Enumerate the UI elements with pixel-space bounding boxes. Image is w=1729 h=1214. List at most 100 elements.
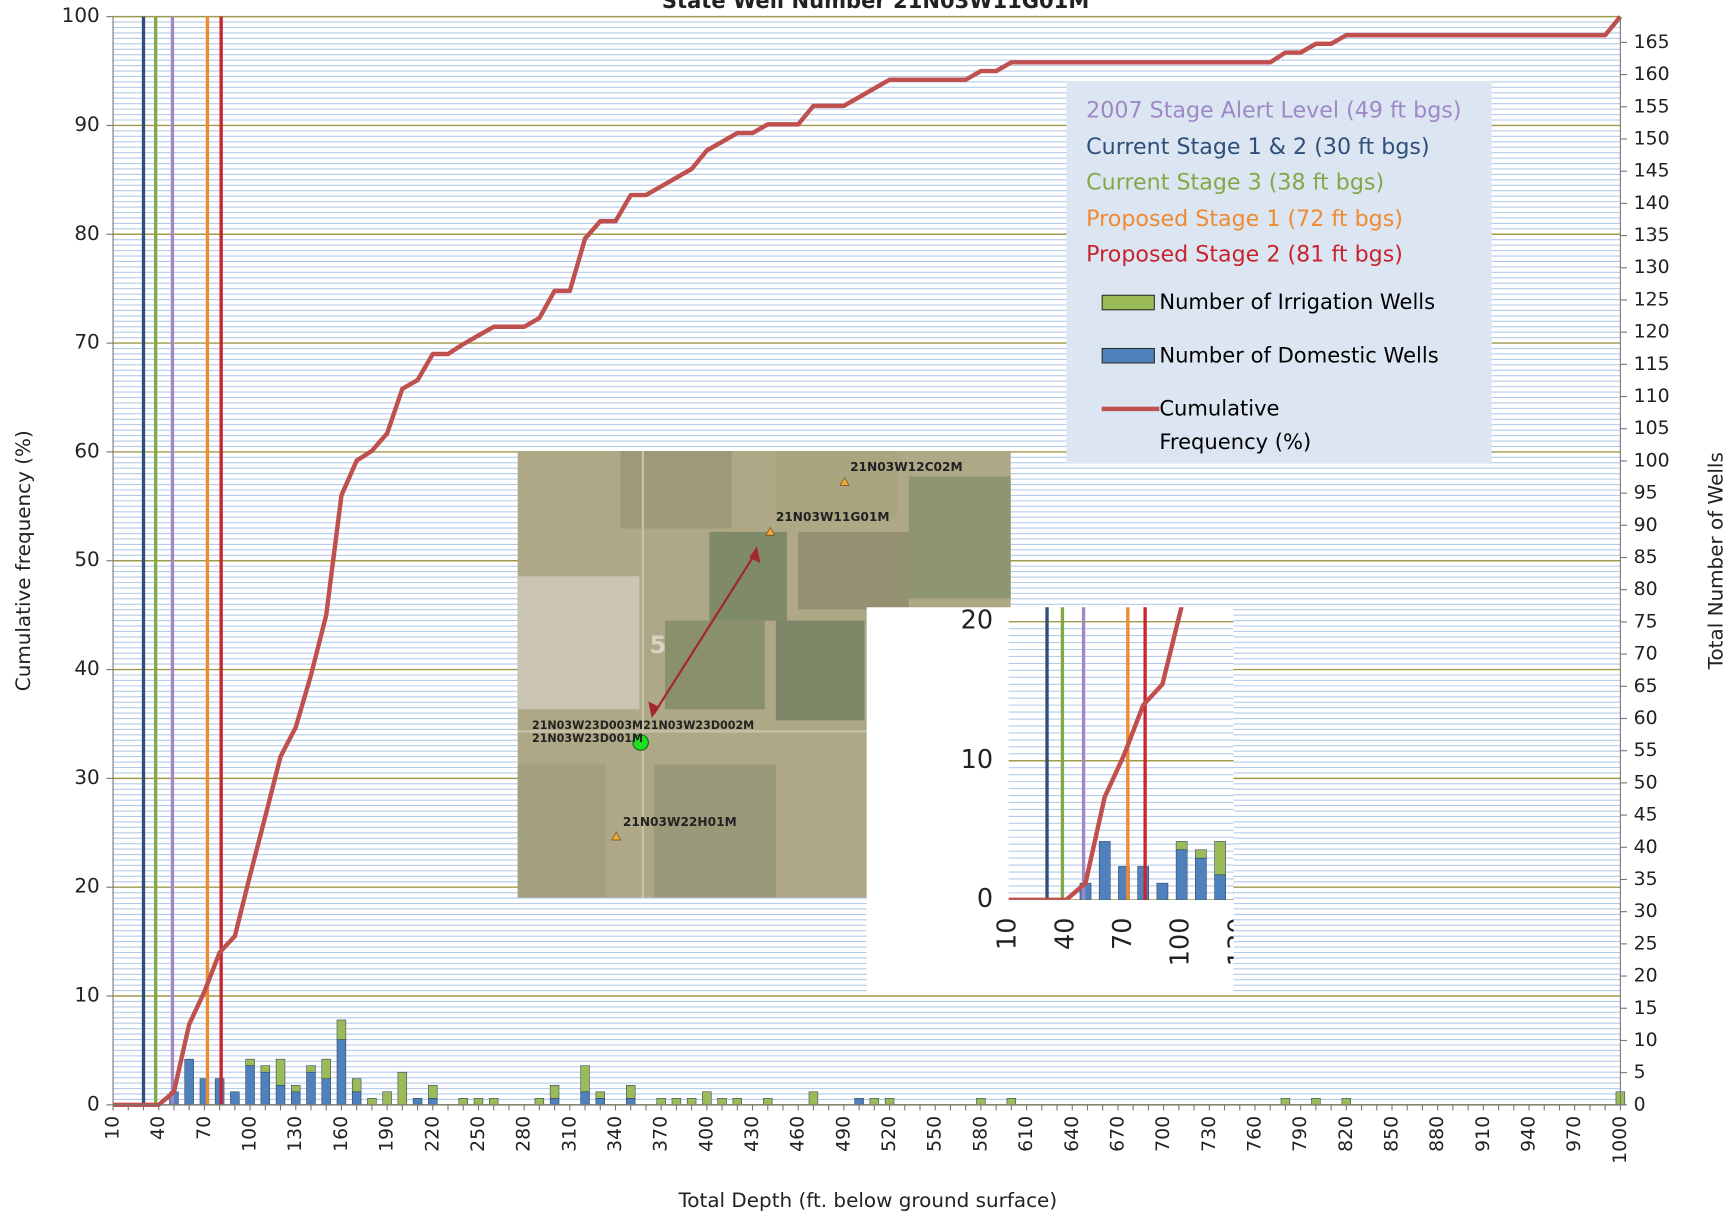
- inset-background: [866, 607, 1234, 992]
- y2-tick-label: 45: [1634, 805, 1658, 826]
- x-tick-label: 670: [1107, 1116, 1128, 1152]
- legend-item: Number of Domestic Wells: [1101, 339, 1492, 372]
- bar: [230, 1091, 240, 1106]
- x-tick-label: 100: [240, 1116, 261, 1152]
- bar: [1280, 1098, 1291, 1106]
- x-tick-label: 460: [788, 1116, 809, 1152]
- legend: 2007 Stage Alert Level (49 ft bgs) Curren…: [1066, 80, 1492, 464]
- x-tick-label: 340: [605, 1116, 626, 1152]
- well-marker: [765, 526, 776, 536]
- legend-swatch: [1101, 406, 1160, 411]
- y2-tick-label: 120: [1634, 322, 1670, 343]
- inset-y-tick-label: 20: [961, 606, 993, 636]
- inset-marks: [1008, 607, 1668, 900]
- bar: [245, 1065, 255, 1106]
- bar: [1311, 1098, 1321, 1106]
- y2-tick-label: 35: [1634, 869, 1658, 890]
- x-tick-label: 940: [1519, 1116, 1540, 1152]
- inset-x-labels: 10 40 70 100 130: [993, 918, 1234, 967]
- x-tick-label: 490: [833, 1116, 854, 1152]
- x-tick-label: 820: [1336, 1116, 1357, 1152]
- map-label: 21N03W11G01M: [776, 510, 890, 524]
- bar: [321, 1078, 331, 1106]
- bar: [1657, 875, 1668, 892]
- bar: [275, 1058, 286, 1086]
- y2-tick-label: 130: [1634, 257, 1670, 278]
- legend-label: Number of Irrigation Wells: [1159, 289, 1436, 315]
- bar: [1214, 841, 1226, 876]
- x-tick-label: 250: [468, 1116, 489, 1152]
- bar: [275, 1084, 286, 1106]
- legend-text: Proposed Stage 1 (72 ft bgs): [1086, 204, 1403, 232]
- y2-tick-label: 80: [1634, 579, 1658, 600]
- bar: [336, 1039, 347, 1106]
- x-tick-label: 610: [1016, 1116, 1037, 1152]
- x-tick-label: 760: [1244, 1116, 1265, 1152]
- y-tick-label: 0: [87, 1091, 100, 1115]
- bar: [1407, 875, 1418, 892]
- x-tick-label: 280: [514, 1116, 535, 1152]
- bar: [291, 1091, 301, 1106]
- marks: [113, 15, 1626, 1108]
- well-marker: [611, 831, 622, 841]
- map-field: [517, 576, 640, 710]
- map-label: 5: [649, 630, 666, 659]
- bar: [1599, 883, 1610, 900]
- bar: [1175, 849, 1188, 900]
- bar: [428, 1098, 438, 1106]
- bar: [1368, 858, 1379, 900]
- map-field: [620, 451, 732, 529]
- map-label: 21N03W22H01M: [623, 815, 737, 829]
- y2-tick-label: 85: [1634, 547, 1658, 568]
- map-field: [665, 620, 765, 710]
- y2-tick-label: 90: [1634, 515, 1658, 536]
- legend-box: 2007 Stage Alert Level (49 ft bgs) Curren…: [1066, 80, 1492, 464]
- x-tick-label: 430: [742, 1116, 763, 1152]
- y2-tick-label: 95: [1634, 483, 1658, 504]
- map-field: [798, 531, 909, 610]
- legend-text: 2007 Stage Alert Level (49 ft bgs): [1086, 96, 1462, 124]
- y2-tick-label: 15: [1634, 998, 1658, 1019]
- bar: [1253, 858, 1264, 900]
- legend-item: Cumulative Frequency (%): [1101, 392, 1492, 458]
- y2-tick-label: 150: [1634, 128, 1670, 149]
- y-tick-label: 80: [74, 221, 99, 245]
- x-tick-label: 640: [1062, 1116, 1083, 1152]
- legend-text: Proposed Stage 2 (81 ft bgs): [1086, 240, 1403, 268]
- bar: [1137, 866, 1150, 900]
- bar: [808, 1091, 819, 1106]
- inset-x-tick-label: 100: [1166, 918, 1196, 967]
- legend-label: Number of Domestic Wells: [1159, 342, 1439, 368]
- bar: [351, 1078, 362, 1093]
- y2-tick-label: 40: [1634, 837, 1658, 858]
- bar: [1175, 841, 1188, 851]
- y2-tick-label: 100: [1634, 450, 1670, 471]
- bar: [595, 1098, 605, 1106]
- x-tick-label: 880: [1427, 1116, 1448, 1152]
- bar: [1253, 850, 1264, 858]
- map-label: 21N03W12C02M: [850, 460, 963, 474]
- x-tick-label: 70: [194, 1116, 215, 1140]
- bar: [580, 1065, 590, 1093]
- map-field: [653, 764, 776, 898]
- x-tick-label: 190: [377, 1116, 398, 1152]
- bar: [717, 1098, 727, 1106]
- axes: 0102030405060708090100051015202530354045…: [62, 3, 1670, 1164]
- y2-axis-title: Total Number of Wells: [1703, 452, 1727, 670]
- legend-label: Cumulative Frequency (%): [1159, 396, 1312, 454]
- x-tick-label: 970: [1564, 1116, 1585, 1152]
- bar: [549, 1098, 560, 1106]
- inset-x-tick-label: 70: [1108, 918, 1138, 950]
- map-arrowhead: [648, 701, 660, 719]
- bar: [595, 1091, 605, 1099]
- y2-tick-label: 0: [1634, 1094, 1646, 1115]
- bar: [763, 1098, 773, 1106]
- y2-tick-label: 125: [1634, 289, 1670, 310]
- y-tick-label: 40: [74, 656, 99, 680]
- bar: [854, 1098, 864, 1106]
- bar: [1272, 866, 1283, 899]
- x-tick-label: 700: [1153, 1116, 1174, 1152]
- chart-title: State Well Number 21N03W11G01M: [662, 0, 1089, 13]
- map-image: 21N03W12C02M 21N03W11G01M 5 21N03W23D003…: [517, 451, 1011, 898]
